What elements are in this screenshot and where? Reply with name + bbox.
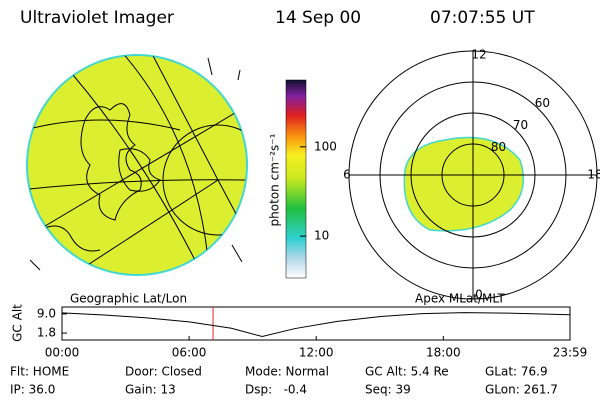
plot-frame <box>61 306 571 341</box>
polar-plot <box>403 136 525 232</box>
ring-label: 60 <box>535 96 550 110</box>
ring-label: 80 <box>491 140 506 154</box>
status-field: Door: Closed <box>125 365 202 379</box>
colorbar-label: photon cm⁻²s⁻¹ <box>268 133 282 226</box>
y-tick-label: 1.8 <box>37 326 56 340</box>
x-tick-label: 23:59 <box>553 346 588 360</box>
time: 07:07:55 UT <box>430 8 535 28</box>
altitude-line <box>61 312 571 338</box>
colorbar-tick-label: 10 <box>314 229 329 243</box>
status-field: GC Alt: 5.4 Re <box>365 365 449 379</box>
status-field: Flt: HOME <box>10 365 69 379</box>
date: 14 Sep 00 <box>275 8 361 28</box>
y-axis-label: GC Alt <box>11 304 25 342</box>
x-tick-label: 00:00 <box>45 346 80 360</box>
status-field: IP: 36.0 <box>10 383 55 397</box>
colorbar: photon cm⁻²s⁻¹ <box>268 79 307 279</box>
status-field: Seq: 39 <box>365 383 411 397</box>
mlt-label: 18 <box>587 168 600 182</box>
status-field: GLon: 261.7 <box>485 383 558 397</box>
y-tick-label: 9.0 <box>37 306 56 320</box>
instrument: Ultraviolet Imager <box>20 8 174 28</box>
x-tick-label: 06:00 <box>172 346 207 360</box>
mlt-label: 6 <box>343 168 351 182</box>
geo-map <box>26 54 248 276</box>
status-field: GLat: 76.9 <box>485 365 548 379</box>
left-label: Geographic Lat/Lon <box>70 292 187 306</box>
colorbar-tick-label: 100 <box>314 139 337 153</box>
status-field: Gain: 13 <box>125 383 176 397</box>
mlt-label: 0 <box>475 288 483 302</box>
right-label: Apex MLat/MLT <box>415 292 505 306</box>
status-field: Mode: Normal <box>245 365 329 379</box>
x-tick-label: 18:00 <box>426 346 461 360</box>
x-tick-label: 12:00 <box>299 346 334 360</box>
mlt-label: 12 <box>471 48 486 62</box>
ring-label: 70 <box>513 118 528 132</box>
status-field: Dsp: -0.4 <box>245 383 307 397</box>
